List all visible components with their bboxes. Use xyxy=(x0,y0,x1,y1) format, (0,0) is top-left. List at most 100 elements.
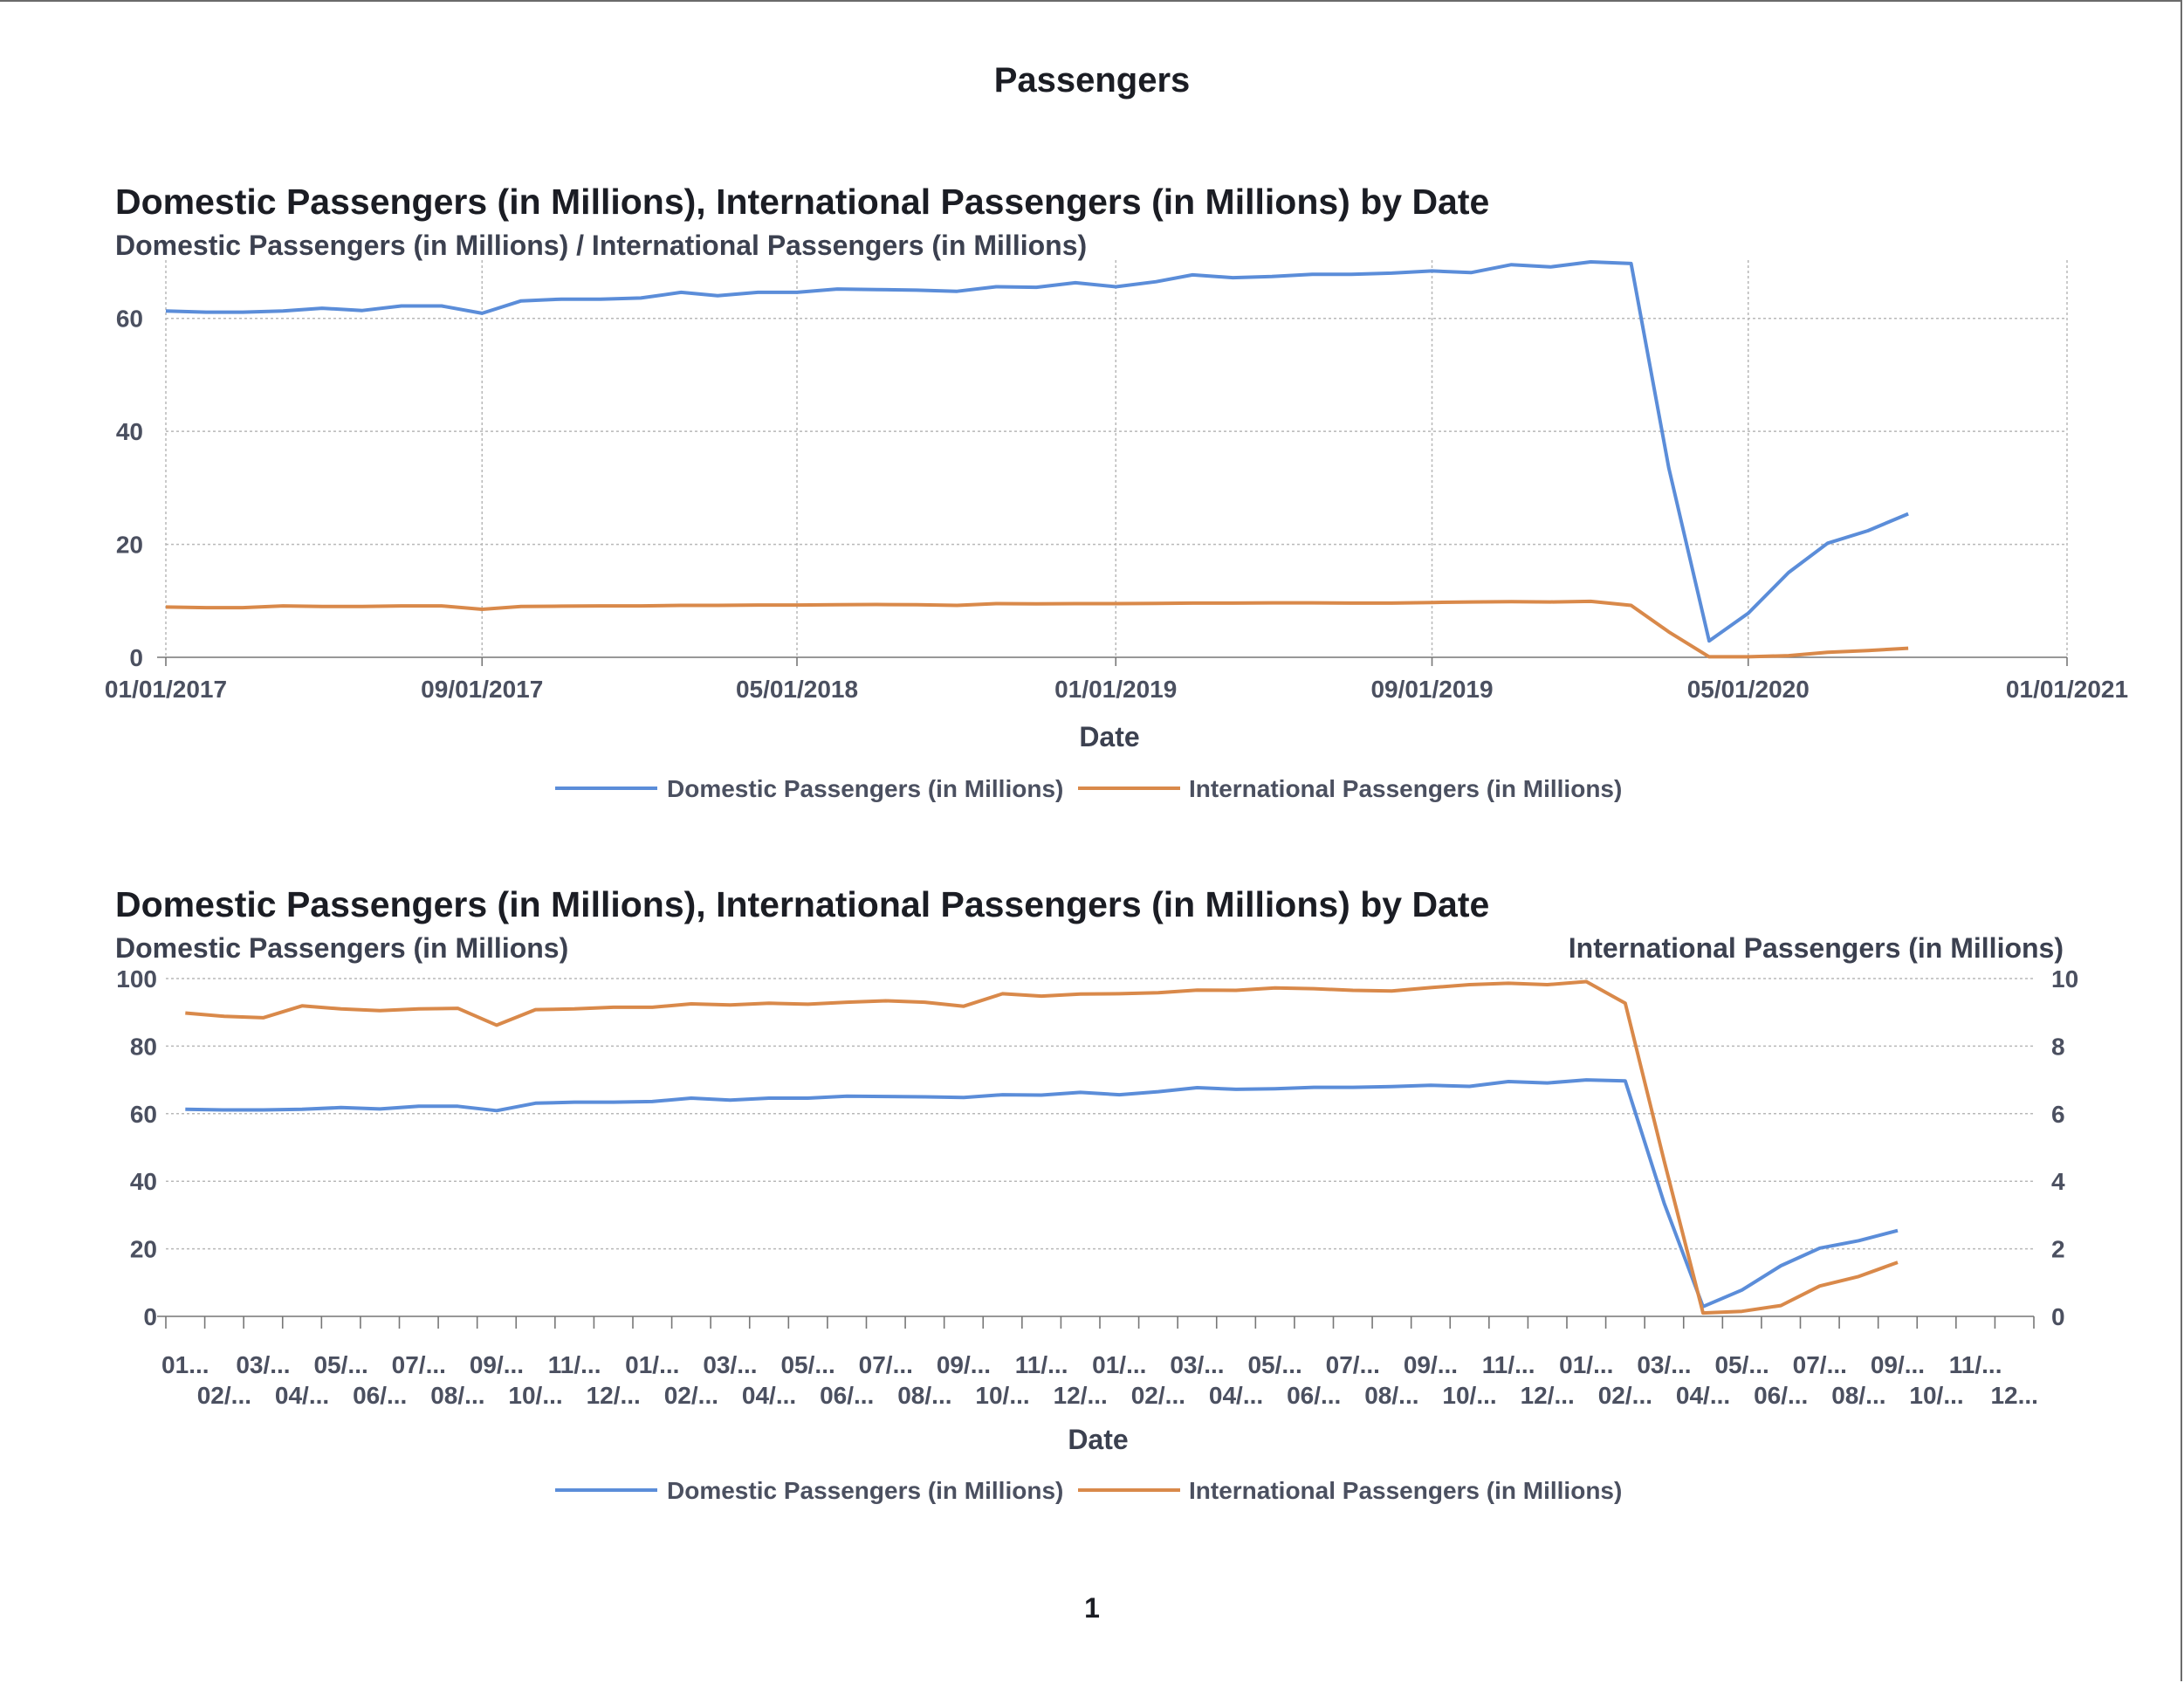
chart-2-x-tick-label: 02/... xyxy=(1131,1382,1185,1409)
chart-2-x-tick-label: 04/... xyxy=(1209,1382,1263,1409)
chart-2-x-tick-label: 05/... xyxy=(313,1351,367,1378)
page-number: 1 xyxy=(1084,1592,1100,1624)
chart-1-legend-international: International Passengers (in Millions) xyxy=(1189,775,1622,802)
chart-2-x-tick-label: 11/... xyxy=(548,1351,601,1378)
chart-2-y-axis-title: Domestic Passengers (in Millions) xyxy=(115,932,568,964)
chart-2-grid xyxy=(157,978,2035,1329)
chart-1-x-tick-label: 09/01/2019 xyxy=(1370,676,1493,703)
chart-2-x-tick-label: 08/... xyxy=(1831,1382,1885,1409)
chart-1-y-tick-label: 40 xyxy=(116,418,143,445)
chart-2-y2-tick-label: 2 xyxy=(2051,1236,2065,1263)
chart-1-legend: Domestic Passengers (in Millions) Intern… xyxy=(555,775,1622,802)
chart-2-y2-tick-label: 0 xyxy=(2051,1303,2065,1330)
chart-2-x-tick-label: 09/... xyxy=(470,1351,524,1378)
chart-2-x-tick-label: 02/... xyxy=(664,1382,718,1409)
chart-2: Domestic Passengers (in Millions), Inter… xyxy=(115,884,2078,1504)
chart-2-x-tick-label: 03/... xyxy=(236,1351,290,1378)
chart-2-x-tick-label: 08/... xyxy=(897,1382,951,1409)
chart-1-title: Domestic Passengers (in Millions), Inter… xyxy=(115,182,1489,222)
chart-2-domestic-line xyxy=(185,1078,1899,1309)
chart-2-x-tick-label: 01... xyxy=(161,1351,209,1378)
chart-1-y-ticks: 0 20 40 60 xyxy=(116,306,143,671)
chart-2-legend: Domestic Passengers (in Millions) Intern… xyxy=(555,1477,1622,1504)
chart-2-y-tick-label: 100 xyxy=(116,965,157,993)
chart-2-x-tick-label: 06/... xyxy=(1287,1382,1341,1409)
chart-1-y-axis-title: Domestic Passengers (in Millions) / Inte… xyxy=(115,230,1087,261)
chart-1-x-tick-label: 01/01/2021 xyxy=(2006,676,2128,703)
chart-2-y-tick-label: 0 xyxy=(143,1303,157,1330)
chart-2-title: Domestic Passengers (in Millions), Inter… xyxy=(115,884,1489,924)
chart-2-x-tick-label: 09/... xyxy=(1871,1351,1925,1378)
chart-2-x-tick-label: 08/... xyxy=(430,1382,484,1409)
chart-1-international-line xyxy=(165,599,1909,659)
chart-2-y-tick-label: 40 xyxy=(130,1168,157,1195)
chart-1-x-axis-title: Date xyxy=(1079,721,1139,752)
chart-2-y2-tick-label: 6 xyxy=(2051,1101,2065,1128)
chart-1-series xyxy=(165,260,1909,659)
chart-2-x-tick-label: 04/... xyxy=(742,1382,796,1409)
chart-1-y-tick-label: 60 xyxy=(116,306,143,333)
chart-1-x-ticks: 01/01/2017 09/01/2017 05/01/2018 01/01/2019… xyxy=(105,676,2128,703)
chart-1-y-tick-label: 0 xyxy=(129,644,143,671)
chart-2-y2-tick-label: 4 xyxy=(2051,1168,2065,1195)
chart-2-x-tick-label: 12/... xyxy=(587,1382,641,1409)
chart-2-x-tick-label: 05/... xyxy=(1714,1351,1768,1378)
chart-2-x-tick-label: 10/... xyxy=(508,1382,562,1409)
chart-2-y2-axis-title: International Passengers (in Millions) xyxy=(1569,932,2064,964)
chart-1-x-tick-label: 05/01/2020 xyxy=(1687,676,1810,703)
chart-2-y-tick-label: 80 xyxy=(130,1033,157,1060)
chart-2-x-tick-label: 09/... xyxy=(1404,1351,1458,1378)
chart-2-y2-tick-label: 10 xyxy=(2051,965,2078,993)
chart-2-x-tick-label: 02/... xyxy=(1598,1382,1652,1409)
chart-2-x-tick-label: 03/... xyxy=(1170,1351,1224,1378)
chart-2-legend-international: International Passengers (in Millions) xyxy=(1189,1477,1622,1504)
chart-2-x-tick-label: 01/... xyxy=(625,1351,679,1378)
report-title: Passengers xyxy=(993,61,1191,100)
chart-2-x-tick-label: 11/... xyxy=(1015,1351,1068,1378)
chart-2-x-tick-label: 06/... xyxy=(820,1382,874,1409)
chart-2-international-line xyxy=(185,979,1899,1315)
chart-2-x-tick-label: 07/... xyxy=(392,1351,446,1378)
chart-2-x-tick-label: 10/... xyxy=(1442,1382,1496,1409)
chart-1-y-tick-label: 20 xyxy=(116,532,143,559)
chart-2-y-tick-label: 20 xyxy=(130,1236,157,1263)
chart-2-x-tick-label: 12... xyxy=(1990,1382,2037,1409)
chart-2-x-tick-label: 03/... xyxy=(703,1351,757,1378)
chart-2-y2-tick-label: 8 xyxy=(2051,1033,2065,1060)
chart-2-x-tick-label: 07/... xyxy=(859,1351,913,1378)
chart-2-x-tick-label: 08/... xyxy=(1364,1382,1418,1409)
chart-1-x-tick-label: 01/01/2017 xyxy=(105,676,227,703)
chart-2-x-tick-label: 06/... xyxy=(353,1382,407,1409)
chart-2-x-tick-label: 07/... xyxy=(1793,1351,1847,1378)
chart-2-x-tick-label: 07/... xyxy=(1326,1351,1380,1378)
chart-2-x-tick-label: 04/... xyxy=(275,1382,329,1409)
chart-2-x-tick-label: 09/... xyxy=(937,1351,991,1378)
chart-2-x-tick-label: 01/... xyxy=(1092,1351,1146,1378)
chart-2-x-tick-label: 03/... xyxy=(1637,1351,1691,1378)
chart-2-x-tick-label: 05/... xyxy=(780,1351,834,1378)
chart-2-x-tick-label: 10/... xyxy=(1909,1382,1963,1409)
chart-1-x-tick-label: 05/01/2018 xyxy=(736,676,858,703)
chart-2-x-tick-label: 12/... xyxy=(1521,1382,1575,1409)
chart-2-y2-ticks: 0 2 4 6 8 10 xyxy=(2051,965,2078,1330)
chart-1: Domestic Passengers (in Millions), Inter… xyxy=(105,182,2128,802)
chart-2-x-tick-label: 11/... xyxy=(1482,1351,1535,1378)
chart-2-x-tick-label: 12/... xyxy=(1054,1382,1108,1409)
chart-2-x-tick-label: 11/... xyxy=(1949,1351,2002,1378)
chart-1-x-tick-label: 01/01/2019 xyxy=(1054,676,1177,703)
chart-2-y-ticks: 0 20 40 60 80 100 xyxy=(116,965,157,1330)
chart-1-x-tick-label: 09/01/2017 xyxy=(421,676,543,703)
chart-2-x-tick-label: 04/... xyxy=(1676,1382,1730,1409)
chart-2-x-tick-label: 10/... xyxy=(975,1382,1029,1409)
chart-2-x-tick-label: 05/... xyxy=(1247,1351,1301,1378)
chart-2-legend-domestic: Domestic Passengers (in Millions) xyxy=(667,1477,1063,1504)
chart-1-domestic-line xyxy=(165,260,1909,643)
chart-2-x-tick-label: 06/... xyxy=(1754,1382,1808,1409)
chart-2-x-tick-label: 02/... xyxy=(197,1382,251,1409)
chart-2-y-tick-label: 60 xyxy=(130,1101,157,1128)
chart-2-series xyxy=(185,979,1899,1315)
chart-2-x-tick-label: 01/... xyxy=(1559,1351,1613,1378)
chart-2-x-axis-title: Date xyxy=(1068,1424,1128,1455)
chart-1-legend-domestic: Domestic Passengers (in Millions) xyxy=(667,775,1063,802)
